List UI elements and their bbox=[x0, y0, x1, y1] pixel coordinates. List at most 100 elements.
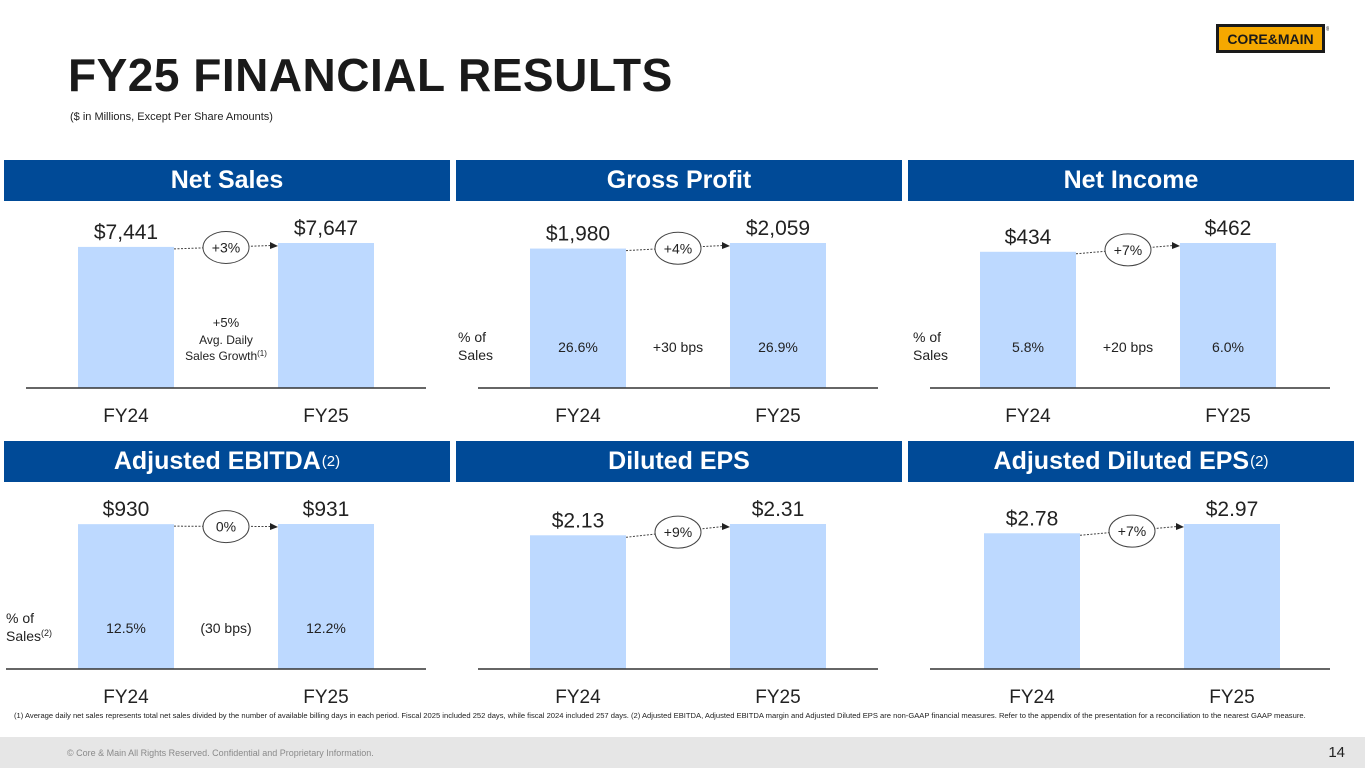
chart: $1,980 FY24 26.6% $2,059 FY25 26.9% +4% +30 bps… bbox=[458, 217, 878, 427]
pct-axis-label: Sales bbox=[913, 347, 948, 363]
bar-fy24 bbox=[78, 246, 174, 388]
x-tick-label: FY24 bbox=[1009, 687, 1055, 708]
panel-header: Adjusted Diluted EPS (2) bbox=[908, 441, 1354, 482]
pct-change-label: (30 bps) bbox=[200, 620, 251, 636]
growth-label: +9% bbox=[664, 524, 692, 540]
footer-bar: © Core & Main All Rights Reserved. Confi… bbox=[0, 737, 1365, 768]
panel-title: Gross Profit bbox=[606, 166, 752, 194]
growth-arrowhead bbox=[722, 523, 730, 530]
bar-fy25 bbox=[278, 243, 374, 388]
growth-badge bbox=[1108, 514, 1156, 548]
footnote: (1) Average daily net sales represents t… bbox=[14, 711, 1306, 720]
value-label: $2.31 bbox=[752, 498, 805, 521]
bar-fy25 bbox=[730, 243, 826, 388]
growth-badge bbox=[202, 230, 250, 264]
panel-adjusted-diluted-eps: Adjusted Diluted EPS (2) $2.78 FY24 $2.97 FY… bbox=[908, 441, 1354, 709]
panel-title: Adjusted Diluted EPS bbox=[993, 447, 1250, 475]
x-tick-label: FY24 bbox=[555, 687, 601, 708]
bar-fy24 bbox=[980, 251, 1076, 388]
growth-label: +7% bbox=[1114, 242, 1142, 258]
growth-connector bbox=[1075, 245, 1174, 255]
chart: $2.13 FY24 $2.31 FY25 +9% bbox=[478, 498, 878, 708]
bar-fy24 bbox=[530, 248, 626, 388]
x-tick-label: FY25 bbox=[1205, 406, 1250, 427]
pct-of-sales-label: 6.0% bbox=[1212, 339, 1244, 355]
value-label: $1,980 bbox=[546, 223, 610, 246]
growth-connector bbox=[1079, 526, 1178, 536]
pct-axis-footnote-ref: (2) bbox=[41, 628, 52, 638]
pct-change-label: +20 bps bbox=[1103, 339, 1153, 355]
bar-fy24 bbox=[530, 535, 626, 669]
panel-header: Adjusted EBITDA (2) bbox=[4, 441, 450, 482]
growth-arrowhead bbox=[722, 242, 730, 249]
panel-title: Adjusted EBITDA bbox=[113, 447, 321, 475]
pct-axis-label: Sales(2) bbox=[6, 628, 52, 644]
growth-label: 0% bbox=[216, 519, 236, 535]
x-tick-label: FY24 bbox=[1005, 406, 1051, 427]
bar-fy25 bbox=[1184, 524, 1280, 669]
x-tick-label: FY25 bbox=[755, 406, 800, 427]
x-tick-label: FY25 bbox=[1209, 687, 1254, 708]
panel-title-footnote-ref: (2) bbox=[1250, 453, 1269, 470]
growth-label: +3% bbox=[212, 239, 240, 255]
value-label: $2.78 bbox=[1006, 507, 1059, 530]
value-label: $7,647 bbox=[294, 217, 358, 240]
value-label: $7,441 bbox=[94, 221, 158, 244]
value-label: $2.97 bbox=[1206, 498, 1259, 521]
note-line: Sales Growth(1) bbox=[185, 349, 267, 363]
chart: $2.78 FY24 $2.97 FY25 +7% bbox=[930, 498, 1330, 708]
pct-axis-label: % of bbox=[6, 610, 34, 626]
panel-title: Net Income bbox=[1063, 166, 1199, 194]
panel-header: Diluted EPS bbox=[456, 441, 902, 482]
chart: $7,441 FY24 $7,647 FY25 +3% +5% Avg. Daily Sale… bbox=[26, 217, 426, 427]
pct-axis-label: Sales bbox=[458, 347, 493, 363]
panel-title: Diluted EPS bbox=[608, 447, 750, 475]
bar-fy25 bbox=[278, 524, 374, 669]
panel-net-sales: Net Sales $7,441 FY24 $7,647 FY25 +3% +5% Avg.… bbox=[4, 160, 450, 428]
company-logo: CORE&MAIN ® bbox=[1216, 24, 1329, 53]
logo-text: CORE&MAIN bbox=[1227, 31, 1313, 47]
x-tick-label: FY24 bbox=[103, 687, 149, 708]
logo-fill bbox=[1219, 27, 1322, 50]
panel-net-income: Net Income $434 FY24 5.8% $462 FY25 6.0% +7% +2… bbox=[908, 160, 1354, 428]
bar-fy24 bbox=[984, 533, 1080, 669]
panel-header: Net Sales bbox=[4, 160, 450, 201]
x-tick-label: FY25 bbox=[303, 406, 348, 427]
panel-header: Gross Profit bbox=[456, 160, 902, 201]
growth-connector bbox=[173, 245, 272, 250]
chart: $930 FY24 12.5% $931 FY25 12.2% 0% (30 bps) % of… bbox=[6, 498, 426, 708]
value-label: $2,059 bbox=[746, 217, 810, 240]
growth-arrowhead bbox=[1176, 523, 1184, 530]
page-title: FY25 FINANCIAL RESULTS bbox=[68, 49, 673, 101]
note-footnote-ref: (1) bbox=[257, 349, 267, 358]
growth-badge bbox=[654, 231, 702, 265]
logo-registered-mark: ® bbox=[1326, 26, 1329, 33]
panel-gross-profit: Gross Profit $1,980 FY24 26.6% $2,059 FY25 26… bbox=[456, 160, 902, 428]
growth-badge bbox=[202, 510, 250, 544]
bar-fy25 bbox=[730, 524, 826, 669]
page-subtitle: ($ in Millions, Except Per Share Amounts… bbox=[70, 111, 273, 123]
panel-header: Net Income bbox=[908, 160, 1354, 201]
x-tick-label: FY24 bbox=[103, 406, 149, 427]
panel-title: Net Sales bbox=[170, 166, 284, 194]
panel-diluted-eps: Diluted EPS $2.13 FY24 $2.31 FY25 +9% bbox=[456, 441, 902, 709]
value-label: $931 bbox=[303, 498, 350, 521]
copyright: © Core & Main All Rights Reserved. Confi… bbox=[67, 748, 374, 758]
pct-of-sales-label: 26.9% bbox=[758, 339, 798, 355]
x-tick-label: FY25 bbox=[755, 687, 800, 708]
value-label: $434 bbox=[1005, 226, 1052, 249]
note-line: +5% bbox=[213, 315, 240, 330]
pct-of-sales-label: 26.6% bbox=[558, 339, 598, 355]
page-number: 14 bbox=[1328, 744, 1345, 761]
growth-connector bbox=[625, 526, 724, 538]
bar-fy25 bbox=[1180, 243, 1276, 388]
growth-badge bbox=[654, 515, 702, 549]
growth-arrowhead bbox=[1172, 242, 1180, 249]
x-tick-label: FY25 bbox=[303, 687, 348, 708]
note-line: Avg. Daily bbox=[199, 333, 253, 347]
bar-fy24 bbox=[78, 524, 174, 669]
chart: $434 FY24 5.8% $462 FY25 6.0% +7% +20 bps % of Sa… bbox=[913, 217, 1330, 427]
panel-title-footnote-ref: (2) bbox=[321, 453, 341, 470]
value-label: $930 bbox=[103, 498, 150, 521]
panel-adjusted-ebitda: Adjusted EBITDA (2) $930 FY24 12.5% $931 FY25… bbox=[4, 441, 450, 709]
